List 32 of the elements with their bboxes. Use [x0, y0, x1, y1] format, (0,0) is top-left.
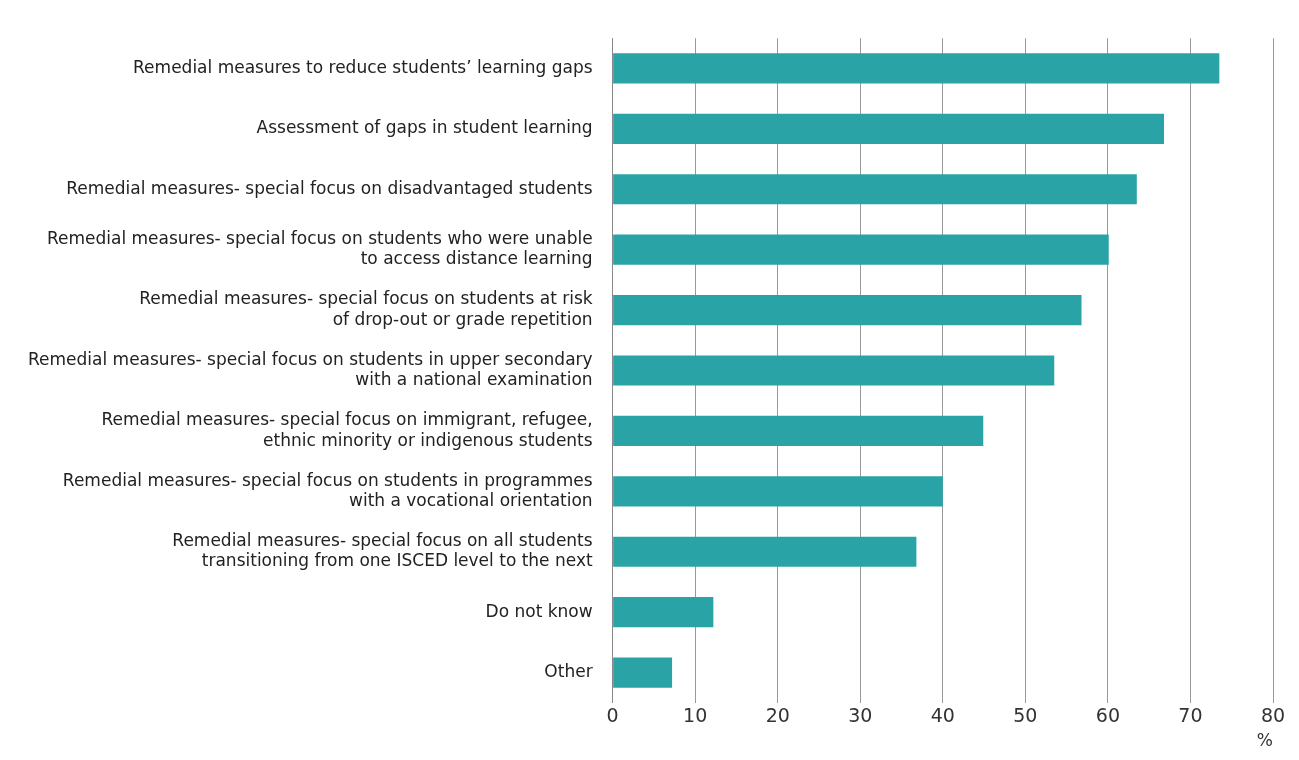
bar [613, 113, 1165, 144]
bar [613, 355, 1055, 386]
y-tick-label: Remedial measures- special focus on students at risk of drop-out or grade repetition [139, 288, 593, 329]
y-tick-label: Remedial measures- special focus on students in programmes with a vocational orientation [62, 469, 593, 510]
x-tick-label: 80 [1260, 704, 1286, 727]
x-axis-title: % [1256, 730, 1273, 751]
y-tick-label: Remedial measures to reduce students’ learning gaps [133, 56, 593, 77]
y-tick-label: Remedial measures- special focus on disadvantaged students [66, 177, 593, 198]
y-tick-label: Do not know [485, 600, 593, 621]
bar [613, 294, 1082, 326]
x-tick-label: 40 [930, 704, 955, 727]
y-tick-label: Remedial measures- special focus on students in upper secondary with a national examination [27, 348, 593, 390]
bar [613, 234, 1109, 265]
x-tick-label: 10 [683, 704, 708, 727]
x-tick-label: 70 [1178, 704, 1203, 727]
x-tick-label: 30 [848, 704, 873, 727]
y-tick-label: Other [544, 661, 593, 682]
x-tick-label: 0 [606, 704, 619, 727]
bar [613, 174, 1137, 205]
x-tick-label: 60 [1095, 704, 1120, 727]
bar [613, 53, 1220, 84]
bar [613, 536, 917, 567]
y-tick-label: Remedial measures- special focus on students who were unable to access distance learning [46, 227, 593, 269]
x-tick-label: 20 [765, 704, 790, 727]
y-tick-label: Assessment of gaps in student learning [256, 117, 593, 138]
y-tick-label: Remedial measures- special focus on immigrant, refugee, ethnic minority or indigenous students [101, 409, 593, 450]
bar [613, 476, 943, 507]
bar [613, 657, 673, 688]
bar [613, 597, 714, 628]
x-tick-label: 50 [1013, 704, 1038, 727]
bar [613, 415, 984, 447]
y-tick-label: Remedial measures- special focus on all students transitioning from one ISCED level to the next [172, 529, 593, 571]
